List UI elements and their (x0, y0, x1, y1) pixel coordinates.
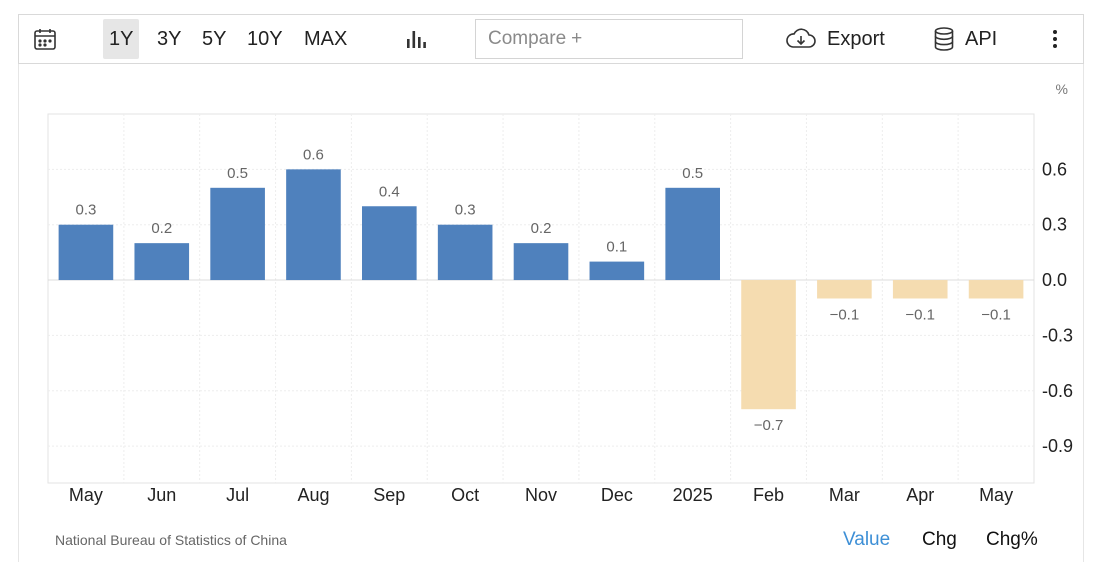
bar[interactable] (134, 243, 190, 281)
tab-chg-percent[interactable]: Chg% (986, 529, 1038, 550)
bar[interactable] (513, 243, 569, 281)
bar[interactable] (817, 280, 872, 299)
bar[interactable] (286, 169, 341, 281)
api-button[interactable]: API (933, 15, 997, 63)
data-label: 0.4 (379, 183, 400, 200)
grid-lines (47, 113, 1035, 484)
x-tick-label: Mar (829, 485, 860, 505)
data-label: 0.3 (455, 202, 476, 219)
range-3y-button[interactable]: 3Y (157, 27, 182, 50)
data-labels: 0.3 0.2 0.5 0.6 0.4 0.3 0.2 0.1 0.5 −0.7 −0.1 −0.1 −… (75, 146, 1010, 434)
export-button[interactable]: Export (785, 15, 885, 63)
export-label: Export (827, 27, 885, 50)
y-tick-label: -0.9 (1042, 436, 1073, 456)
chart-type-icon[interactable] (405, 15, 427, 63)
data-label: −0.1 (830, 307, 860, 324)
bar[interactable] (892, 280, 948, 299)
bar[interactable] (741, 280, 796, 410)
x-tick-label: Nov (525, 485, 557, 505)
x-tick-label: May (69, 485, 103, 505)
axes: 0.6 0.3 0.0 -0.3 -0.6 -0.9 May Jun Jul Aug Sep Oct N… (69, 159, 1073, 505)
bar[interactable] (968, 280, 1024, 299)
data-label: 0.3 (75, 202, 96, 219)
source-label: National Bureau of Statistics of China (55, 532, 287, 548)
range-max-button[interactable]: MAX (304, 27, 348, 50)
more-options-icon[interactable] (1052, 15, 1058, 63)
tab-value[interactable]: Value (843, 529, 891, 550)
y-tick-label: 0.0 (1042, 270, 1067, 290)
api-label: API (965, 27, 998, 50)
data-label: 0.2 (531, 220, 552, 237)
data-label: −0.7 (754, 417, 784, 434)
database-icon (933, 26, 955, 52)
data-label: −0.1 (905, 307, 935, 324)
compare-plus-icon: + (571, 28, 583, 49)
bar[interactable] (437, 224, 493, 281)
y-tick-label: -0.6 (1042, 381, 1073, 401)
y-tick-label: -0.3 (1042, 325, 1073, 345)
x-tick-label: May (979, 485, 1013, 505)
x-tick-label: Feb (753, 485, 784, 505)
data-label: 0.5 (682, 165, 703, 182)
x-tick-label: Aug (297, 485, 329, 505)
bars (58, 169, 1024, 410)
x-tick-label: Dec (601, 485, 633, 505)
y-tick-label: 0.3 (1042, 215, 1067, 235)
plot-border (47, 113, 1035, 484)
x-tick-label: Sep (373, 485, 405, 505)
y-tick-label: 0.6 (1042, 159, 1067, 179)
chart-panel (18, 64, 1084, 562)
data-label: 0.6 (303, 146, 324, 163)
compare-input[interactable]: Compare + (475, 19, 743, 59)
data-label: 0.2 (151, 220, 172, 237)
x-tick-label: Oct (451, 485, 479, 505)
data-label: −0.1 (981, 307, 1011, 324)
x-tick-label: Apr (906, 485, 934, 505)
x-tick-label: Jun (147, 485, 176, 505)
compare-placeholder: Compare (488, 28, 567, 49)
y-axis-unit-label: % (1056, 81, 1068, 97)
bar[interactable] (58, 224, 114, 281)
calendar-icon[interactable] (33, 15, 57, 63)
x-tick-label: 2025 (673, 485, 713, 505)
range-1y-button[interactable]: 1Y (103, 19, 140, 59)
bar[interactable] (362, 206, 417, 281)
x-tick-label: Jul (226, 485, 249, 505)
bar[interactable] (210, 187, 265, 281)
range-5y-button[interactable]: 5Y (202, 27, 227, 50)
range-10y-button[interactable]: 10Y (247, 27, 283, 50)
tab-chg[interactable]: Chg (922, 529, 957, 550)
data-label: 0.1 (606, 239, 627, 256)
bar[interactable] (665, 187, 720, 281)
cloud-download-icon (785, 28, 817, 50)
chart-toolbar: 1Y 3Y 5Y 10Y MAX Compare + Export (18, 14, 1084, 64)
data-label: 0.5 (227, 165, 248, 182)
bar[interactable] (589, 261, 645, 281)
